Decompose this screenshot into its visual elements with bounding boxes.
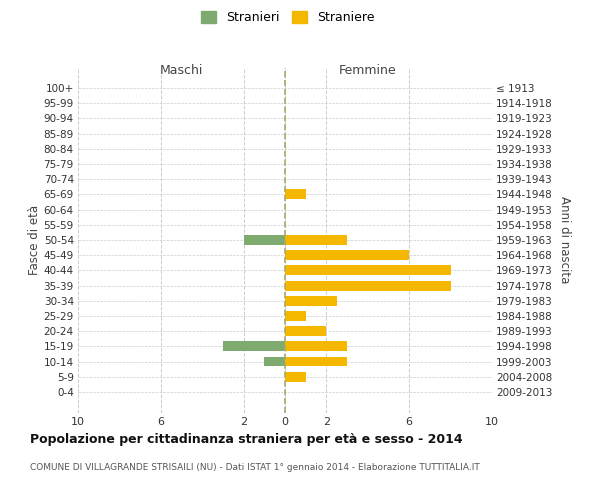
Bar [285,326,326,336]
Bar [264,356,285,366]
Bar [285,342,347,351]
Text: Popolazione per cittadinanza straniera per età e sesso - 2014: Popolazione per cittadinanza straniera p… [30,432,463,446]
Bar [244,235,285,245]
Bar [285,190,305,200]
Bar [285,311,305,321]
Bar [223,342,285,351]
Y-axis label: Anni di nascita: Anni di nascita [559,196,571,284]
Bar [285,235,347,245]
Bar [285,250,409,260]
Legend: Stranieri, Straniere: Stranieri, Straniere [196,6,380,29]
Bar [285,280,451,290]
Text: Femmine: Femmine [339,64,397,78]
Text: Maschi: Maschi [160,64,203,78]
Text: COMUNE DI VILLAGRANDE STRISAILI (NU) - Dati ISTAT 1° gennaio 2014 - Elaborazione: COMUNE DI VILLAGRANDE STRISAILI (NU) - D… [30,462,480,471]
Bar [285,296,337,306]
Bar [285,266,451,276]
Y-axis label: Fasce di età: Fasce di età [28,205,41,275]
Bar [285,356,347,366]
Bar [285,372,305,382]
